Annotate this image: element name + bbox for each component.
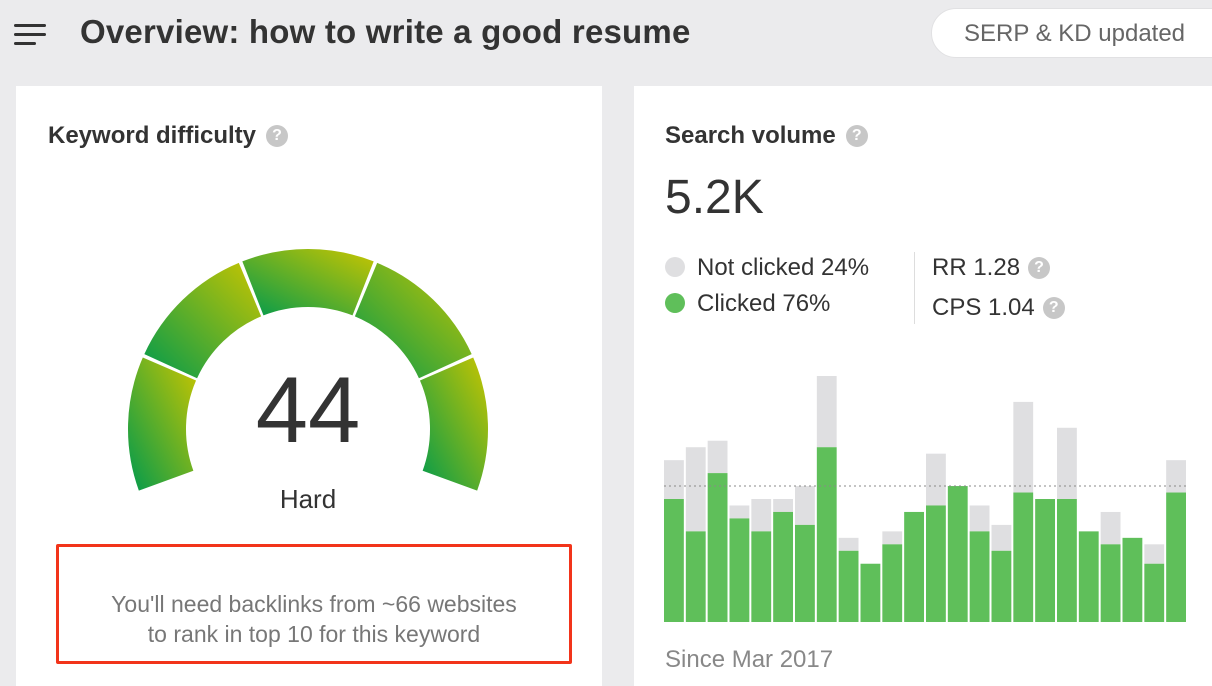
hamburger-menu-icon[interactable]	[14, 22, 48, 46]
clicked-dot-icon	[665, 293, 685, 313]
bar-not-clicked	[816, 376, 837, 448]
bar-clicked	[664, 499, 684, 622]
bar-not-clicked	[1013, 401, 1034, 493]
bar-not-clicked	[1057, 427, 1077, 499]
gauge-segments	[127, 249, 488, 491]
menu-line-icon	[14, 33, 46, 36]
bar-not-clicked	[926, 453, 946, 506]
backlinks-message: You'll need backlinks from ~66 websites …	[59, 589, 569, 649]
backlinks-line-1: You'll need backlinks from ~66 websites	[111, 591, 517, 617]
since-date: Since Mar 2017	[665, 646, 834, 673]
bar-not-clicked	[969, 505, 990, 532]
bar-clicked	[729, 518, 750, 622]
bar-clicked	[773, 511, 793, 622]
bar-clicked	[926, 505, 946, 622]
bar-clicked	[1100, 544, 1121, 622]
clicked-label: Clicked 76%	[697, 290, 831, 317]
keyword-difficulty-title: Keyword difficulty	[48, 122, 257, 149]
serp-kd-status-pill[interactable]: SERP & KD updated	[931, 8, 1212, 58]
help-icon[interactable]: ?	[1028, 257, 1051, 279]
top-bar: Overview: how to write a good resume SER…	[0, 0, 1212, 72]
search-volume-chart	[664, 376, 1188, 622]
bar-not-clicked	[991, 524, 1012, 551]
legend-not-clicked: Not clicked 24%	[665, 254, 869, 282]
bar-clicked	[904, 511, 924, 622]
gauge-segment-active	[127, 357, 197, 491]
bar-clicked	[1035, 499, 1055, 622]
bar-not-clicked	[773, 499, 793, 512]
menu-line-icon	[14, 42, 36, 45]
legend-clicked: Clicked 76%	[665, 290, 830, 318]
bar-not-clicked	[838, 537, 859, 551]
rr-metric: RR 1.28?	[932, 254, 1051, 282]
bar-clicked	[1078, 531, 1099, 622]
bar-clicked	[685, 531, 706, 622]
bar-clicked	[816, 447, 837, 622]
bar-not-clicked	[685, 447, 706, 532]
difficulty-gauge	[127, 249, 488, 491]
bar-not-clicked	[751, 499, 772, 532]
bar-clicked	[1122, 537, 1143, 622]
bar-not-clicked	[1100, 511, 1121, 545]
backlinks-line-2: to rank in top 10 for this keyword	[147, 621, 481, 647]
cps-label: CPS 1.04	[932, 294, 1035, 321]
difficulty-label: Hard	[279, 484, 337, 514]
help-icon[interactable]: ?	[266, 125, 289, 147]
bar-clicked	[838, 550, 859, 622]
bar-clicked	[969, 531, 990, 622]
bar-not-clicked	[795, 486, 815, 525]
gauge-segment-active	[354, 262, 472, 379]
backlinks-callout: You'll need backlinks from ~66 websites …	[56, 544, 572, 664]
bar-clicked	[991, 550, 1012, 622]
search-volume-card: Search volume? 5.2K Not clicked 24% Clic…	[634, 86, 1212, 686]
bar-clicked	[1166, 492, 1186, 622]
bar-not-clicked	[729, 505, 750, 519]
bar-clicked	[882, 544, 903, 622]
bar-clicked	[1057, 499, 1077, 622]
bar-not-clicked	[1166, 460, 1186, 493]
difficulty-score: 44	[255, 357, 361, 462]
bar-clicked	[751, 531, 772, 622]
bar-clicked	[707, 473, 728, 622]
bar-clicked	[795, 524, 815, 622]
gauge-segment-active	[242, 249, 374, 316]
bar-not-clicked	[664, 460, 684, 499]
search-volume-heading: Search volume?	[665, 122, 868, 150]
menu-line-icon	[14, 24, 46, 27]
help-icon[interactable]: ?	[845, 125, 868, 147]
gauge-segment-active	[419, 357, 488, 491]
bar-not-clicked	[707, 440, 728, 474]
bar-clicked	[1013, 492, 1034, 622]
bar-clicked	[860, 563, 881, 622]
cps-metric: CPS 1.04?	[932, 294, 1065, 322]
search-volume-value: 5.2K	[665, 171, 764, 224]
page-title: Overview: how to write a good resume	[80, 13, 691, 50]
help-icon[interactable]: ?	[1042, 297, 1065, 319]
metrics-divider	[914, 252, 915, 324]
not-clicked-dot-icon	[665, 257, 685, 277]
not-clicked-label: Not clicked 24%	[697, 254, 870, 281]
gauge-segment-active	[144, 262, 262, 379]
bar-clicked	[1144, 563, 1165, 622]
keyword-difficulty-heading: Keyword difficulty?	[48, 122, 289, 150]
keyword-difficulty-card: Keyword difficulty? 44 Hard You'll need …	[16, 86, 602, 686]
bar-not-clicked	[1144, 544, 1165, 564]
bar-not-clicked	[882, 531, 903, 545]
bar-clicked	[947, 486, 968, 622]
rr-label: RR 1.28	[932, 254, 1021, 281]
search-volume-title: Search volume	[665, 122, 836, 149]
